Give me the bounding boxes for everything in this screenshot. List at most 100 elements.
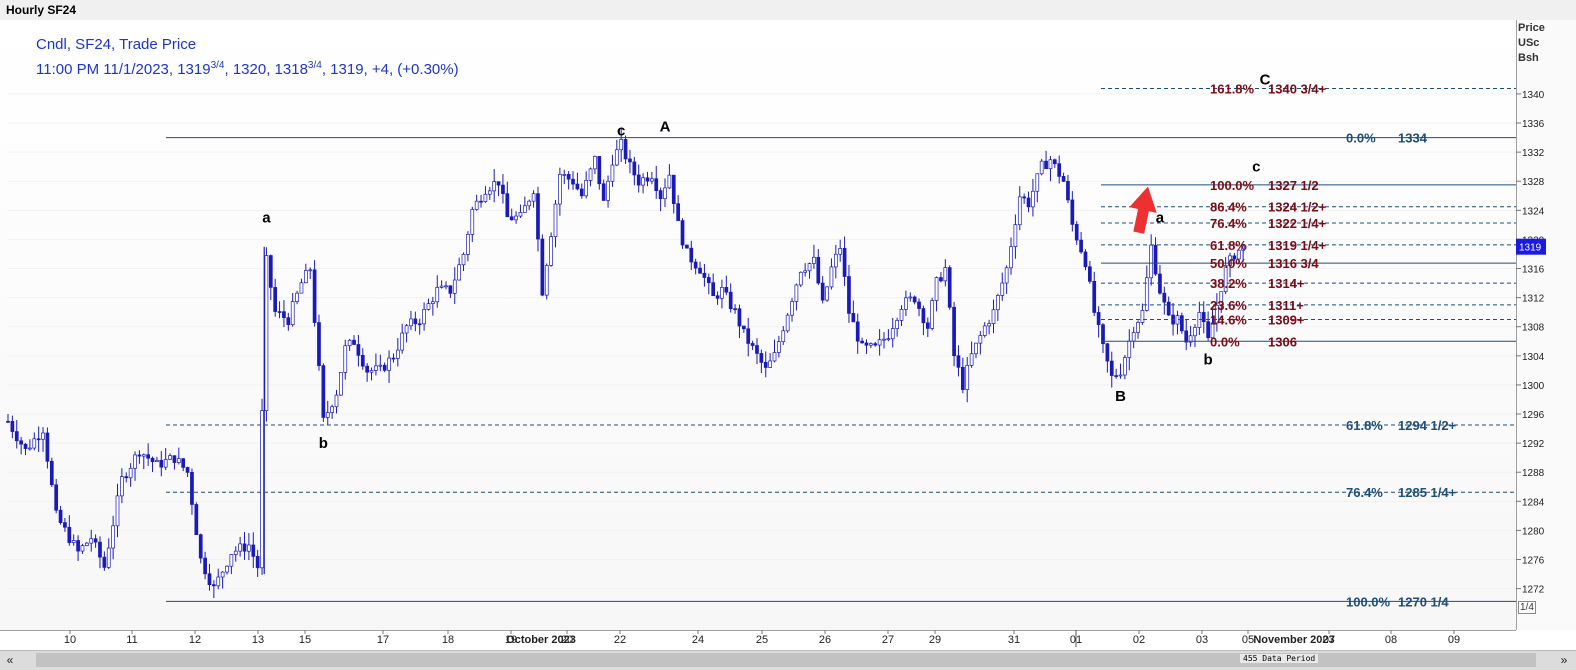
candle-body [76,540,80,552]
plot-area[interactable] [0,20,1516,630]
candle-body [382,364,387,371]
candle-body [641,177,645,186]
candle-body [474,200,479,210]
candle-body [755,345,759,354]
candle-body [509,216,514,221]
scroll-thumb[interactable] [36,653,1536,667]
candle-body [176,458,181,463]
fib-price-label: 1340 3/4+ [1268,81,1327,96]
candle-body [264,255,269,412]
candle-body [391,357,396,360]
candle-body [58,509,63,523]
horizontal-scrollbar[interactable]: « 455 Data Period » [0,650,1576,670]
candle-body [956,355,961,368]
candle-body [1079,239,1083,253]
candle-body [124,476,129,479]
candle-body [614,149,619,166]
candle-body [190,472,194,505]
candle-body [706,277,711,284]
candle-body [536,193,540,240]
data-period-label[interactable]: 455 Data Period [1240,654,1319,663]
candle-body [895,320,899,329]
candle-body [45,432,50,462]
candle-body [290,301,295,326]
candle-body [84,542,89,546]
candle-body [6,420,10,423]
price-axis-title-line: Price [1518,22,1545,34]
candle-body [882,338,886,341]
candle-body [943,267,948,282]
wave-label: A [660,119,671,136]
candle-body [917,301,921,309]
scroll-left-icon[interactable]: « [6,653,14,667]
wave-label: c [617,122,625,139]
fib-percent-label: 61.8% [1346,418,1383,433]
candle-body [49,460,54,486]
price-axis[interactable] [1516,20,1576,630]
candle-body [137,454,142,457]
candle-body [111,525,115,549]
fib-price-label: 1319 1/4+ [1268,238,1327,253]
candle-body [676,203,680,221]
candle-body [522,205,527,213]
candle-body [422,308,426,325]
candle-body [794,284,799,302]
candle-body [798,271,803,286]
candle-body [1123,357,1127,376]
tick-scale-button[interactable]: 1/4 [1518,601,1536,614]
candle-body [203,557,207,575]
time-tick-label: 20 [561,634,573,646]
candle-body [89,538,94,544]
wave-label: C [1260,71,1271,88]
candle-body [268,255,273,288]
candle-body [54,484,59,511]
candle-body [588,168,593,181]
candle-body [667,174,672,189]
candle-body [1236,249,1241,260]
candle-body [247,544,251,552]
fib-price-label: 1334 [1398,131,1428,146]
candle-body [299,282,304,294]
candle-body [133,454,137,469]
candle-body [295,292,299,302]
candle-body [106,547,111,568]
candle-body [860,340,864,344]
candle-body [628,158,632,163]
fib-price-label: 1309+ [1268,312,1305,327]
candle-body [19,440,23,445]
candle-body [803,270,808,273]
fib-price-label: 1294 1/2+ [1398,418,1457,433]
candle-body [777,341,781,353]
candle-body [575,183,580,190]
fib-percent-label: 86.4% [1210,200,1247,215]
candle-body [365,365,370,373]
candle-body [487,190,492,195]
time-axis[interactable] [0,630,1516,651]
candle-body [1118,374,1123,377]
candle-body [912,296,917,303]
scroll-right-icon[interactable]: » [1560,653,1568,667]
wave-label: a [1156,210,1165,227]
time-tick-label: 12 [189,634,201,646]
candle-body [540,238,545,296]
candle-body [1057,163,1062,177]
candle-body [115,495,120,527]
candle-body [41,432,45,440]
candle-body [1074,224,1079,241]
candle-body [969,353,974,366]
candle-body [562,174,567,176]
fib-percent-label: 38.2% [1210,276,1247,291]
price-axis-title-line: Bsh [1518,52,1539,64]
candle-body [746,328,751,344]
candle-body [663,187,667,200]
candle-body [645,177,650,182]
candle-body [409,318,413,327]
fib-percent-label: 14.6% [1210,312,1247,327]
candle-body [768,360,772,368]
candle-body [899,308,904,321]
candle-body [947,267,952,308]
fib-price-label: 1327 1/2 [1268,178,1319,193]
fib-price-label: 1322 1/4+ [1268,216,1327,231]
candle-body [825,286,829,301]
